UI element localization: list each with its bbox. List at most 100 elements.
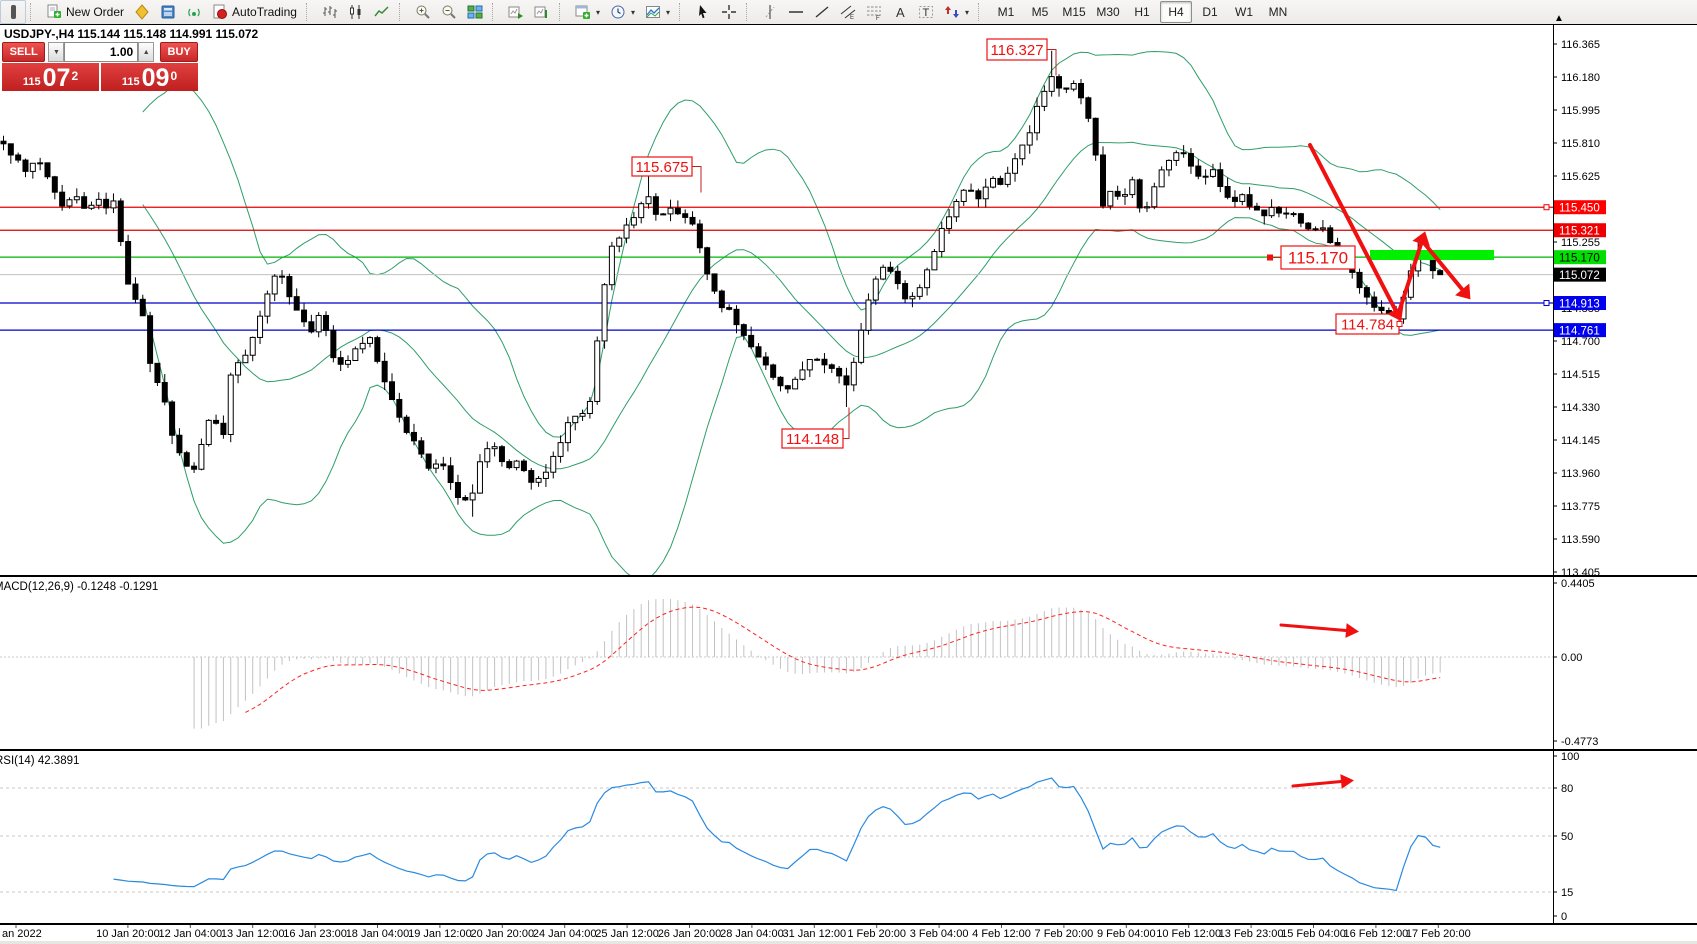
volume-up-button[interactable]: ▲ [138,42,155,62]
line-handle[interactable] [1543,204,1550,211]
candle [227,372,234,443]
fibonacci-button[interactable]: F [861,0,887,24]
candle [440,456,447,471]
new-order-button[interactable]: New Order [41,0,129,24]
candle-body [1187,153,1194,167]
candle [667,199,674,222]
candle-body [1253,205,1260,211]
trend-arrow[interactable] [1308,143,1404,322]
price-annotation[interactable]: 115.675 [631,156,702,193]
candle-body [345,359,352,365]
candle [381,352,388,391]
candle [1107,190,1114,210]
zoom-in-button[interactable] [410,0,436,24]
annotation-text: 115.170 [1288,249,1348,268]
autotrading-button[interactable]: AutoTrading [207,0,302,24]
candle [733,305,740,334]
tile-windows-button[interactable] [462,0,488,24]
buy-price-sup: 0 [170,69,178,83]
metaeditor-button[interactable] [129,0,155,24]
candle [1195,159,1202,180]
periods-button[interactable]: ▾ [605,0,640,24]
candle [660,213,667,216]
chart-shift-button[interactable] [529,0,555,24]
channel-button[interactable]: E [835,0,861,24]
auto-scroll-button[interactable] [503,0,529,24]
price-annotation[interactable]: 115.170 [1267,245,1356,270]
line-handle[interactable] [1543,300,1550,307]
timeframe-h4-button[interactable]: H4 [1160,1,1193,23]
text-label-button[interactable]: T [913,0,939,24]
candle [909,292,916,308]
candle-body [726,307,733,310]
candle [564,416,571,452]
candle [169,400,176,445]
price-level-label[interactable]: 114.761 [1554,323,1606,338]
sell-price[interactable]: 115 07 2 [2,63,99,91]
price-level-label[interactable]: 115.450 [1554,200,1606,215]
timeframe-mn-button[interactable]: MN [1268,5,1288,19]
candle-body [916,287,923,297]
time-label: 25 Jan 12:00 [595,928,659,940]
auto-scroll-icon [508,4,524,20]
templates-button[interactable]: ▾ [640,0,675,24]
timeframe-m15-button[interactable]: M15 [1062,5,1086,19]
timeframe-m1-button[interactable]: M1 [997,5,1015,19]
candle-body [1217,169,1224,187]
arrows-button[interactable]: ▾ [939,0,974,24]
cursor-button[interactable] [690,0,716,24]
buy-button[interactable]: BUY [160,42,199,62]
zoom-out-button[interactable] [436,0,462,24]
timeframe-m5-button[interactable]: M5 [1031,5,1049,19]
price-annotation[interactable]: 114.148 [781,407,850,449]
signals-button[interactable] [181,0,207,24]
candle [1019,144,1026,166]
text-button[interactable]: A [887,0,913,24]
trend-arrow[interactable] [1279,623,1359,638]
fibo-icon: F [866,4,882,20]
timeframe-d1-button[interactable]: D1 [1202,5,1218,19]
price-level-label[interactable]: 115.321 [1554,223,1606,238]
timeframe-w1-button[interactable]: W1 [1235,5,1254,19]
price-tick-label: 115.625 [1561,171,1600,183]
candle [345,355,352,368]
candle-body [29,162,36,172]
candle [7,143,14,164]
time-label: 24 Jan 04:00 [533,928,597,940]
trend-arrow[interactable] [1422,241,1471,300]
price-annotation[interactable]: 116.327 [986,38,1057,76]
candle [975,188,982,208]
timeframe-h1-button[interactable]: H1 [1134,5,1150,19]
crosshair-button[interactable] [716,0,742,24]
horizontal-line-button[interactable] [783,0,809,24]
trendline-button[interactable] [809,0,835,24]
candle [821,353,828,374]
vertical-line-button[interactable] [757,0,783,24]
trend-arrow-head [1340,774,1354,789]
candle [315,312,322,338]
price-level-label[interactable]: 115.072 [1554,267,1606,283]
terminal-button[interactable] [155,0,181,24]
price-annotation[interactable]: 114.784 [1335,313,1403,335]
bar-chart-button[interactable] [317,0,343,24]
text-icon: A [892,4,908,20]
new-chart-button[interactable]: ▾ [570,0,605,24]
candlestick-chart-button[interactable] [343,0,369,24]
sell-button[interactable]: SELL [2,42,46,62]
buy-price[interactable]: 115 09 0 [101,63,198,91]
scale-up-icon[interactable]: ▲ [1554,13,1564,24]
candle [1078,79,1085,105]
price-level-label[interactable]: 115.170 [1554,250,1606,265]
line-chart-button[interactable] [369,0,395,24]
volume-input[interactable]: 1.00 [64,42,139,62]
terminal-icon [160,4,176,20]
candle-body [0,140,7,145]
timeframe-m30-button[interactable]: M30 [1096,5,1120,19]
candle-body [37,162,44,165]
trend-arrow[interactable] [1291,774,1354,789]
candle-body [1283,212,1290,215]
time-label: 13 Jan 12:00 [221,928,285,940]
candle [1253,202,1260,211]
volume-down-button[interactable]: ▼ [48,42,65,62]
price-level-label[interactable]: 114.913 [1554,296,1606,311]
